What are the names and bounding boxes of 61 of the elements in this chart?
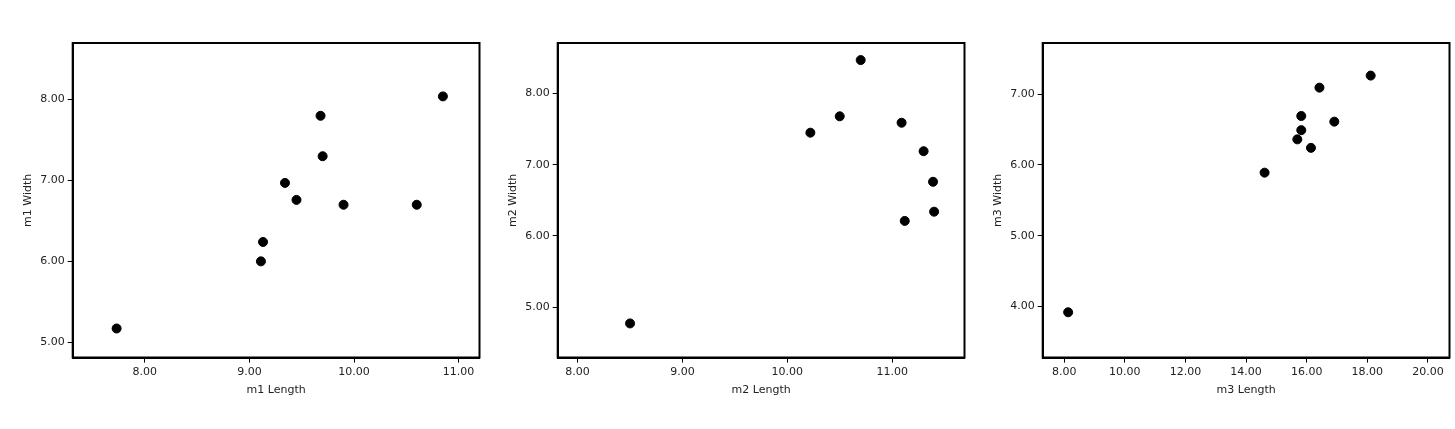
y-tick-label: 7.00 [40, 173, 65, 187]
point [258, 236, 269, 247]
y-tick-label: 5.00 [525, 299, 550, 313]
x-tick-label: 16.00 [1290, 365, 1323, 379]
y-tick-label: 6.00 [525, 228, 550, 242]
x-tick-label: 11.00 [876, 365, 908, 379]
y-axis-title: m3 Width [991, 173, 1005, 227]
x-tick-label: 10.00 [771, 365, 804, 379]
x-tick-label: 9.00 [237, 365, 262, 379]
point [899, 215, 910, 226]
y-tick-label: 7.00 [525, 157, 550, 171]
point [437, 91, 448, 102]
x-axis-title: m2 Length [731, 383, 791, 397]
y-tick-label: 7.00 [1010, 86, 1035, 100]
point [625, 318, 636, 329]
point [928, 176, 939, 187]
x-axis-title: m1 Length [246, 383, 306, 397]
point [1365, 70, 1376, 81]
y-tick-label: 8.00 [525, 86, 550, 100]
point [1063, 307, 1074, 318]
point [291, 194, 302, 205]
y-axis-title: m1 Width [21, 173, 35, 227]
point [929, 206, 940, 217]
x-tick-label: 20.00 [1412, 365, 1444, 379]
x-tick-label: 9.00 [670, 365, 695, 379]
x-tick-label: 12.00 [1169, 365, 1202, 379]
point [317, 151, 328, 162]
point [918, 146, 929, 157]
x-tick-label: 18.00 [1351, 365, 1384, 379]
y-tick-label: 4.00 [1010, 299, 1035, 313]
y-axis-title: m2 Width [506, 173, 520, 227]
point [1296, 110, 1307, 121]
y-tick-label: 5.00 [40, 335, 65, 349]
point [1292, 134, 1303, 145]
point [279, 177, 290, 188]
x-tick-label: 14.00 [1230, 365, 1262, 379]
x-tick-label: 8.00 [132, 365, 158, 379]
x-tick-label: 8.00 [1051, 365, 1077, 379]
point [1329, 116, 1340, 127]
y-tick-label: 8.00 [40, 92, 65, 106]
point [1259, 167, 1270, 178]
y-tick-label: 5.00 [1010, 228, 1035, 242]
point [1305, 142, 1316, 153]
point [315, 110, 326, 121]
point [855, 55, 866, 66]
point [834, 111, 845, 122]
point [1296, 125, 1307, 136]
y-tick-label: 6.00 [40, 254, 65, 268]
point [111, 323, 122, 334]
point [411, 199, 422, 210]
x-axis-title: m3 Length [1216, 383, 1276, 397]
point [805, 127, 816, 138]
y-tick-label: 6.00 [1010, 157, 1035, 171]
x-tick-label: 10.00 [1109, 365, 1141, 379]
x-tick-label: 11.00 [442, 365, 475, 379]
point [1314, 82, 1325, 93]
point [338, 199, 349, 210]
x-tick-label: 10.00 [338, 365, 370, 379]
x-tick-label: 8.00 [565, 365, 590, 379]
point [896, 117, 907, 128]
point [255, 256, 266, 267]
